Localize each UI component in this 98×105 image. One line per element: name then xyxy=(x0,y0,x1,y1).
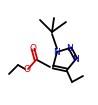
Text: N: N xyxy=(73,54,79,64)
Text: O: O xyxy=(24,64,30,74)
Text: N: N xyxy=(67,43,73,52)
Text: N: N xyxy=(54,47,60,56)
Text: O: O xyxy=(29,43,36,52)
